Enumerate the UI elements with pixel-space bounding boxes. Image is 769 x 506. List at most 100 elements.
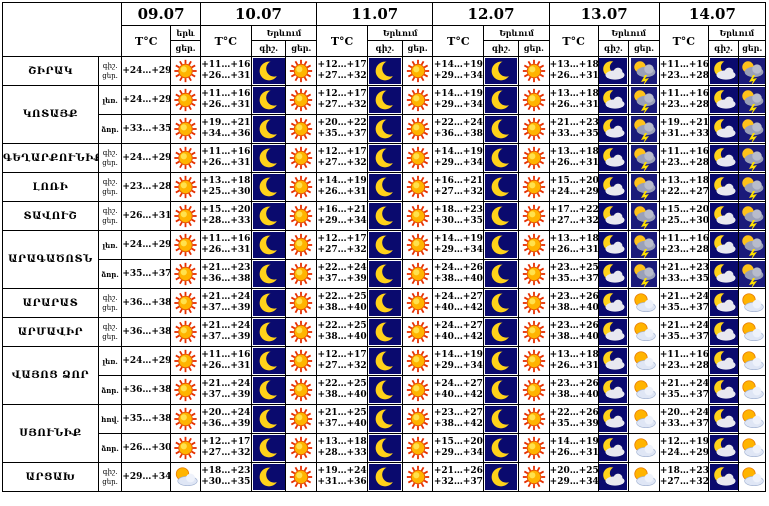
night-cloud-moon-icon (597, 375, 630, 405)
day-sun-icon (285, 85, 318, 115)
night-temp: +11…+16 (659, 350, 709, 360)
day-sun-icon (401, 259, 434, 289)
day-thunderstorm-icon (628, 85, 660, 115)
day-sun-icon (285, 230, 318, 260)
night-moon-icon (250, 346, 287, 376)
day-cloud-sun-icon (738, 317, 766, 347)
temp-range: +24…+27 +40…+42 (432, 375, 485, 405)
date-header: 09.07 (121, 2, 201, 26)
yerevan-header: Երևում (707, 25, 767, 41)
night-moon-icon (483, 172, 520, 202)
temp-09: +26…+30 (121, 433, 172, 463)
temp-range: +20…+24 +33…+37 (658, 404, 709, 434)
night-moon-icon (483, 404, 520, 434)
night-day-label: գիշ. ցեր. (97, 143, 123, 173)
day-temp: +23…+28 (659, 245, 709, 255)
night-temp: +22…+25 (317, 321, 367, 331)
night-moon-icon (483, 462, 520, 492)
temp-09: +24…+29 (121, 143, 172, 173)
temp-header: T°C (199, 25, 252, 57)
day-temp: +37…+39 (317, 274, 367, 284)
day-sun-icon (401, 143, 434, 173)
day-temp: +25…+30 (659, 216, 709, 226)
region-row: ՍՅՈՒՆԻՔ հով. +35…+38 +20…+24 +36…+39 +21…+… (2, 404, 766, 463)
night-cloud-moon-icon (597, 85, 630, 115)
day-temp: +36…+38 (201, 274, 251, 284)
temp-range: +12…+19 +24…+29 (658, 433, 709, 463)
night-moon-icon (250, 404, 287, 434)
night-moon-icon (367, 85, 403, 115)
night-moon-icon (367, 288, 403, 318)
night-temp: +11…+16 (201, 350, 251, 360)
day-thunderstorm-icon (628, 201, 660, 231)
night-cloud-moon-icon (707, 85, 740, 115)
day-temp: +38…+40 (317, 332, 367, 342)
night-temp: +19…+21 (659, 118, 709, 128)
day-temp: +27…+32 (201, 448, 251, 458)
night-temp: +19…+24 (317, 466, 367, 476)
day-sun-icon (518, 85, 550, 115)
night-cloud-moon-icon (707, 230, 740, 260)
region-row: ձոր. +26…+30 +12…+17 +27…+32 +13…+18 +28…… (3, 433, 766, 463)
region-row: ԱՐԱԳԱԾՈՏՆ լեռ. +24…+29 +11…+16 +26…+31 +12… (2, 230, 766, 289)
region-row: ձոր. +33…+35 +19…+21 +34…+36 +20…+22 +35…… (3, 114, 766, 144)
temp-range: +13…+18 +26…+31 (548, 230, 599, 260)
temp-range: +20…+25 +29…+34 (548, 462, 599, 492)
sun-icon (170, 259, 201, 289)
night-temp: +21…+23 (549, 118, 599, 128)
day-thunderstorm-icon (628, 259, 660, 289)
night-temp: +22…+25 (317, 292, 367, 302)
sun-icon (170, 433, 201, 463)
day-temp: +35…+37 (659, 303, 709, 313)
night-moon-icon (483, 375, 520, 405)
night-temp: +13…+18 (549, 147, 599, 157)
temp-range: +21…+23 +36…+38 (199, 259, 252, 289)
night-moon-icon (367, 201, 403, 231)
day-cloud-sun-icon (628, 433, 660, 463)
day-temp: +38…+42 (433, 419, 483, 429)
night-cloud-moon-icon (597, 317, 630, 347)
night-cloud-moon-icon (597, 462, 630, 492)
night-cloud-moon-icon (597, 259, 630, 289)
temp-range: +11…+16 +26…+31 (199, 56, 252, 86)
day-temp: +37…+39 (201, 303, 251, 313)
night-temp: +14…+19 (433, 234, 483, 244)
day-temp: +31…+36 (317, 477, 367, 487)
night-temp: +12…+17 (317, 147, 367, 157)
region-row: ձոր. +36…+38 +21…+24 +37…+39 +22…+25 +38…… (3, 375, 766, 405)
night-moon-icon (250, 230, 287, 260)
night-cloud-moon-icon (707, 462, 740, 492)
night-moon-icon (250, 317, 287, 347)
night-temp: +11…+16 (201, 234, 251, 244)
day-temp: +22…+27 (659, 187, 709, 197)
day-temp: +38…+40 (549, 303, 599, 313)
region-row: ՏԱՎՈՒՇ գիշ. ցեր. +26…+31 +15…+20 +28…+33 +1… (2, 201, 766, 231)
day-temp: +26…+31 (549, 100, 599, 110)
day-sun-icon (285, 317, 318, 347)
night-temp: +13…+18 (317, 437, 367, 447)
day-temp: +26…+31 (201, 158, 251, 168)
night-temp: +18…+23 (433, 205, 483, 215)
day-sun-icon (401, 404, 434, 434)
day-cloud-sun-icon (738, 346, 766, 376)
day-temp: +30…+35 (433, 216, 483, 226)
day-sun-icon (518, 404, 550, 434)
day-temp: +29…+34 (433, 245, 483, 255)
night-temp: +21…+24 (659, 292, 709, 302)
night-header: գիշ. (250, 40, 287, 57)
temp-range: +22…+25 +38…+40 (316, 288, 369, 318)
temp-09: +35…+38 (121, 404, 172, 434)
day-sun-icon (401, 288, 434, 318)
night-moon-icon (483, 201, 520, 231)
forecast-table: 09.07 10.07 11.07 12.07 13.07 14.07 T°C … (1, 2, 767, 492)
day-temp: +34…+36 (201, 129, 251, 139)
temp-range: +20…+22 +35…+37 (316, 114, 369, 144)
day-sun-icon (285, 346, 318, 376)
day-cloud-sun-icon (628, 375, 660, 405)
night-temp: +20…+24 (659, 408, 709, 418)
night-temp: +24…+26 (433, 263, 483, 273)
night-temp: +22…+24 (317, 263, 367, 273)
night-cloud-moon-icon (707, 201, 740, 231)
temp-09: +23…+28 (121, 172, 172, 202)
night-temp: +12…+17 (317, 350, 367, 360)
